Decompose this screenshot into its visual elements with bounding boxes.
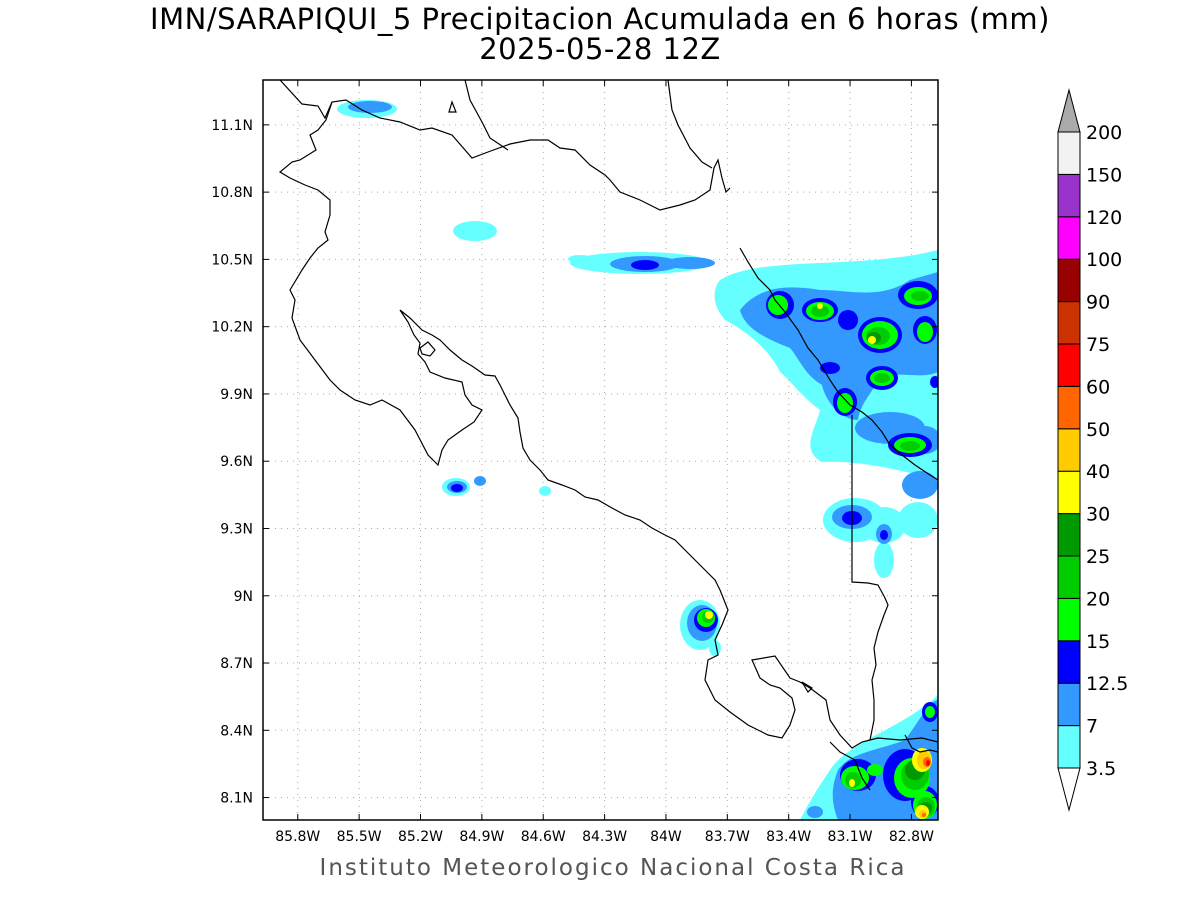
colorbar-label: 75 — [1086, 334, 1110, 356]
lon-tick-label: 82.8W — [889, 829, 934, 845]
lon-tick-label: 85.2W — [398, 829, 443, 845]
precipitation-field — [337, 100, 938, 820]
colorbar-label: 7 — [1086, 716, 1098, 738]
map-title: IMN/SARAPIQUI_5 Precipitacion Acumulada … — [150, 2, 1050, 36]
colorbar-swatch — [1057, 173, 1081, 218]
colorbar-label: 120 — [1086, 207, 1122, 229]
latitude-tick-labels: 11.1N 10.8N 10.5N 10.2N 9.9N 9.6N 9.3N 9N 8.7N 8.… — [211, 118, 253, 807]
lon-tick-label: 85.5W — [337, 829, 382, 845]
colorbar-label: 40 — [1086, 461, 1110, 483]
colorbar-label: 200 — [1086, 122, 1122, 144]
axis-ticks — [263, 80, 938, 820]
colorbar-label: 100 — [1086, 249, 1122, 271]
colorbar-label: 3.5 — [1086, 758, 1116, 780]
lat-tick-label: 8.7N — [220, 656, 253, 672]
colorbar-label: 15 — [1086, 631, 1110, 653]
lon-tick-label: 85.8W — [275, 829, 320, 845]
colorbar-label: 50 — [1086, 419, 1110, 441]
credit-text: Instituto Meteorologico Nacional Costa R… — [319, 855, 907, 881]
colorbar-top-arrow — [1057, 88, 1081, 133]
colorbar-swatch — [1057, 640, 1081, 684]
colorbar-swatch — [1057, 428, 1081, 472]
colorbar-swatch — [1057, 682, 1081, 727]
colorbar-swatch — [1057, 343, 1081, 387]
colorbar-swatch — [1057, 470, 1081, 515]
lat-tick-label: 9N — [234, 589, 253, 605]
colorbar-label: 90 — [1086, 292, 1110, 314]
lon-tick-label: 84.3W — [582, 829, 627, 845]
colorbar-swatch — [1057, 513, 1081, 557]
map-frame — [262, 79, 939, 821]
colorbar-label: 60 — [1086, 376, 1110, 398]
lat-tick-label: 10.2N — [211, 320, 253, 336]
colorbar-swatch — [1057, 301, 1081, 345]
lat-tick-label: 10.8N — [211, 185, 253, 201]
lon-tick-label: 83.4W — [766, 829, 811, 845]
lat-tick-label: 9.9N — [220, 387, 253, 403]
lon-tick-label: 83.1W — [828, 829, 873, 845]
colorbar-swatch — [1057, 131, 1081, 175]
lat-tick-label: 11.1N — [211, 118, 253, 134]
lon-tick-label: 84.6W — [521, 829, 566, 845]
lat-tick-label: 10.5N — [211, 252, 253, 268]
colorbar-label: 25 — [1086, 546, 1110, 568]
colorbar-bottom-arrow — [1057, 767, 1081, 812]
colorbar-label: 30 — [1086, 504, 1110, 526]
colorbar-swatch — [1057, 555, 1081, 599]
lat-tick-label: 9.3N — [220, 521, 253, 537]
colorbar-swatch — [1057, 385, 1081, 430]
colorbar-swatch — [1057, 597, 1081, 642]
colorbar-label: 12.5 — [1086, 673, 1128, 695]
lon-tick-label: 83.7W — [705, 829, 750, 845]
lon-tick-label: 84W — [650, 829, 682, 845]
lat-tick-label: 8.4N — [220, 723, 253, 739]
lat-tick-label: 9.6N — [220, 454, 253, 470]
lat-tick-label: 8.1N — [220, 791, 253, 807]
colorbar-label: 20 — [1086, 588, 1110, 610]
colorbar-swatch — [1057, 216, 1081, 260]
colorbar-legend: 3.5 7 12.5 15 20 25 30 40 50 60 75 90 100 120 150 200 — [1057, 88, 1128, 812]
colorbar-label: 150 — [1086, 164, 1122, 186]
colorbar-swatch — [1057, 725, 1081, 769]
lon-tick-label: 84.9W — [459, 829, 504, 845]
map-subtitle-date: 2025-05-28 12Z — [479, 32, 721, 66]
colorbar-swatch — [1057, 258, 1081, 303]
coastlines-borders — [278, 80, 938, 791]
longitude-tick-labels: 85.8W 85.5W 85.2W 84.9W 84.6W 84.3W 84W 83.7W 83… — [275, 829, 934, 845]
